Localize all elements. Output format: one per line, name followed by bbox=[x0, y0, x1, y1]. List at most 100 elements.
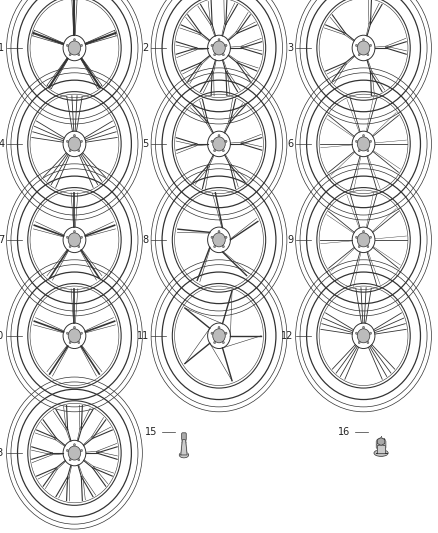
Ellipse shape bbox=[367, 53, 369, 56]
Ellipse shape bbox=[67, 449, 68, 451]
Ellipse shape bbox=[213, 233, 225, 247]
Ellipse shape bbox=[78, 149, 80, 152]
Ellipse shape bbox=[357, 137, 370, 151]
Ellipse shape bbox=[74, 38, 75, 41]
Ellipse shape bbox=[218, 38, 220, 41]
Ellipse shape bbox=[214, 341, 215, 344]
Ellipse shape bbox=[218, 230, 220, 233]
Ellipse shape bbox=[68, 329, 81, 343]
Ellipse shape bbox=[367, 245, 369, 248]
Ellipse shape bbox=[179, 452, 189, 458]
Text: 7: 7 bbox=[0, 235, 4, 245]
Ellipse shape bbox=[370, 332, 371, 334]
Ellipse shape bbox=[223, 149, 224, 152]
FancyBboxPatch shape bbox=[182, 433, 186, 441]
Ellipse shape bbox=[356, 236, 357, 238]
Ellipse shape bbox=[225, 140, 227, 142]
Ellipse shape bbox=[214, 149, 215, 152]
Ellipse shape bbox=[356, 140, 357, 142]
Ellipse shape bbox=[213, 137, 225, 151]
Ellipse shape bbox=[211, 44, 213, 46]
Ellipse shape bbox=[211, 236, 213, 238]
Ellipse shape bbox=[223, 245, 224, 248]
Ellipse shape bbox=[74, 443, 75, 446]
Ellipse shape bbox=[78, 458, 80, 461]
Ellipse shape bbox=[367, 149, 369, 152]
Text: 3: 3 bbox=[287, 43, 293, 53]
Text: 9: 9 bbox=[287, 235, 293, 245]
Ellipse shape bbox=[68, 137, 81, 151]
Ellipse shape bbox=[370, 236, 371, 238]
Ellipse shape bbox=[356, 44, 357, 46]
Ellipse shape bbox=[225, 236, 227, 238]
Ellipse shape bbox=[225, 44, 227, 46]
Text: 4: 4 bbox=[0, 139, 4, 149]
Ellipse shape bbox=[67, 332, 68, 334]
Text: 1: 1 bbox=[0, 43, 4, 53]
Ellipse shape bbox=[356, 332, 357, 334]
Ellipse shape bbox=[214, 53, 215, 56]
Text: 2: 2 bbox=[143, 43, 149, 53]
Ellipse shape bbox=[78, 341, 80, 344]
Ellipse shape bbox=[68, 41, 81, 55]
Ellipse shape bbox=[68, 446, 81, 460]
Ellipse shape bbox=[225, 332, 227, 334]
Text: 15: 15 bbox=[145, 427, 158, 437]
Polygon shape bbox=[375, 446, 387, 453]
Ellipse shape bbox=[81, 140, 82, 142]
Ellipse shape bbox=[74, 230, 75, 233]
Ellipse shape bbox=[81, 236, 82, 238]
Ellipse shape bbox=[363, 38, 364, 41]
Ellipse shape bbox=[81, 449, 82, 451]
Text: 11: 11 bbox=[137, 331, 149, 341]
Ellipse shape bbox=[214, 245, 215, 248]
Ellipse shape bbox=[367, 341, 369, 344]
Ellipse shape bbox=[358, 149, 360, 152]
Ellipse shape bbox=[363, 134, 364, 137]
Ellipse shape bbox=[74, 326, 75, 329]
Ellipse shape bbox=[81, 44, 82, 46]
Ellipse shape bbox=[211, 332, 213, 334]
Ellipse shape bbox=[357, 41, 370, 55]
Ellipse shape bbox=[374, 450, 388, 456]
Ellipse shape bbox=[211, 140, 213, 142]
Text: 10: 10 bbox=[0, 331, 4, 341]
Ellipse shape bbox=[357, 329, 370, 343]
Ellipse shape bbox=[363, 326, 364, 329]
Ellipse shape bbox=[213, 329, 225, 343]
Ellipse shape bbox=[370, 140, 371, 142]
Ellipse shape bbox=[67, 236, 68, 238]
Ellipse shape bbox=[358, 245, 360, 248]
Text: 5: 5 bbox=[143, 139, 149, 149]
Ellipse shape bbox=[358, 341, 360, 344]
Ellipse shape bbox=[363, 230, 364, 233]
Ellipse shape bbox=[218, 326, 220, 329]
Ellipse shape bbox=[69, 245, 71, 248]
Ellipse shape bbox=[370, 44, 371, 46]
Text: 12: 12 bbox=[281, 331, 293, 341]
Ellipse shape bbox=[74, 134, 75, 137]
Ellipse shape bbox=[69, 149, 71, 152]
Ellipse shape bbox=[358, 53, 360, 56]
Ellipse shape bbox=[223, 53, 224, 56]
Ellipse shape bbox=[218, 134, 220, 137]
Ellipse shape bbox=[223, 341, 224, 344]
Text: 8: 8 bbox=[143, 235, 149, 245]
Ellipse shape bbox=[81, 332, 82, 334]
Ellipse shape bbox=[67, 44, 68, 46]
Text: 13: 13 bbox=[0, 448, 4, 458]
Ellipse shape bbox=[357, 233, 370, 247]
FancyBboxPatch shape bbox=[376, 440, 386, 448]
Ellipse shape bbox=[213, 41, 225, 55]
Ellipse shape bbox=[69, 458, 71, 461]
Text: 16: 16 bbox=[338, 427, 350, 437]
Ellipse shape bbox=[68, 233, 81, 247]
Polygon shape bbox=[377, 438, 385, 446]
Ellipse shape bbox=[78, 245, 80, 248]
Ellipse shape bbox=[69, 341, 71, 344]
Ellipse shape bbox=[78, 53, 80, 56]
Ellipse shape bbox=[69, 53, 71, 56]
Ellipse shape bbox=[67, 140, 68, 142]
Text: 6: 6 bbox=[287, 139, 293, 149]
Polygon shape bbox=[181, 440, 187, 455]
